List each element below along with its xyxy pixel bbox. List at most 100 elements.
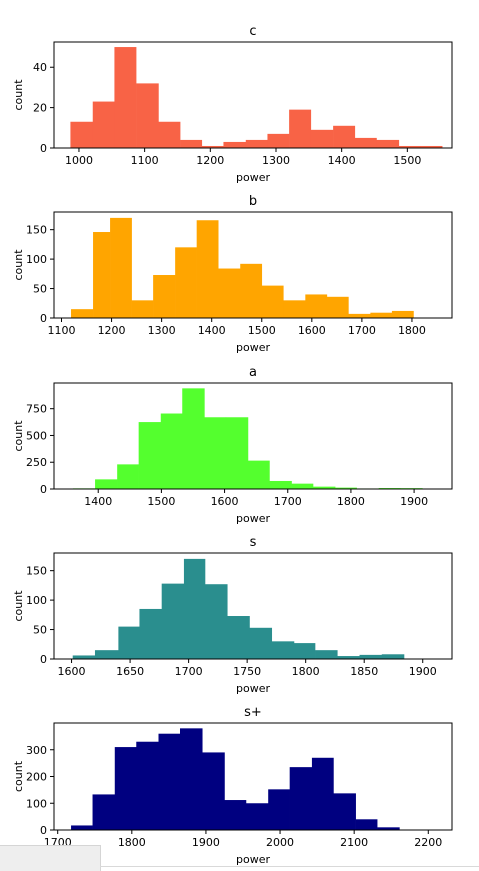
x-tick-label: 1300 bbox=[262, 154, 290, 167]
axes-frame bbox=[53, 552, 453, 660]
histogram-bar bbox=[71, 825, 93, 830]
axes-frame bbox=[53, 211, 453, 319]
histogram-bar bbox=[117, 464, 139, 489]
histogram-bar bbox=[283, 300, 306, 318]
axes-frame bbox=[53, 382, 453, 490]
histogram-bar bbox=[326, 296, 349, 318]
axes-frame bbox=[53, 41, 453, 149]
y-tick-label: 20 bbox=[33, 102, 47, 115]
y-axis-label: count bbox=[12, 79, 25, 111]
histogram-bar bbox=[348, 313, 371, 318]
x-tick-label: 1200 bbox=[196, 154, 224, 167]
y-tick-label: 0 bbox=[40, 142, 47, 155]
histogram-bar bbox=[269, 480, 292, 489]
histogram-bar bbox=[355, 819, 378, 830]
histogram-bar bbox=[72, 655, 96, 659]
histogram-bar bbox=[218, 268, 241, 318]
x-tick-label: 1700 bbox=[274, 495, 302, 508]
chart-title: b bbox=[249, 194, 257, 209]
histogram-bar bbox=[139, 608, 162, 659]
histogram-bar bbox=[359, 654, 383, 659]
chart-title: s bbox=[250, 535, 257, 550]
histogram-bar bbox=[205, 584, 228, 659]
x-tick-label: 1400 bbox=[84, 495, 112, 508]
histogram-bar bbox=[289, 109, 312, 148]
histogram-bar bbox=[153, 275, 176, 318]
x-tick-label: 1600 bbox=[58, 665, 86, 678]
histogram-bar bbox=[337, 656, 360, 659]
y-tick-label: 250 bbox=[26, 456, 47, 469]
histogram-bar bbox=[70, 121, 94, 148]
histogram-bar bbox=[315, 650, 338, 659]
histogram-bar bbox=[183, 558, 206, 659]
y-tick-label: 50 bbox=[33, 283, 47, 296]
x-tick-label: 1300 bbox=[148, 324, 176, 337]
x-tick-label: 1800 bbox=[337, 495, 365, 508]
histogram-bar bbox=[225, 417, 249, 489]
histogram-bar bbox=[93, 232, 111, 318]
chart-panel-a: a 1400 1500 1600 1700 1800 1900 0 250 500 750 power… bbox=[12, 365, 453, 525]
histogram-bar bbox=[158, 733, 181, 830]
histogram-bar bbox=[333, 793, 356, 830]
histogram-bar bbox=[202, 752, 225, 830]
histogram-bar bbox=[227, 616, 250, 659]
x-tick-label: 1600 bbox=[298, 324, 326, 337]
y-tick-label: 50 bbox=[33, 624, 47, 637]
histogram-bar bbox=[180, 139, 203, 148]
x-axis-label: power bbox=[236, 512, 270, 525]
histogram-bar bbox=[370, 312, 393, 318]
x-tick-label: 1700 bbox=[348, 324, 376, 337]
chart-title: c bbox=[249, 24, 256, 39]
chart-panel-c: c 1000 1100 1200 1300 1400 1500 0 20 40 power count bbox=[12, 24, 453, 184]
chart-panel-b: b 1100 1200 1300 1400 1500 1600 1700 1800 0 50 100 1… bbox=[12, 194, 453, 354]
x-tick-label: 2000 bbox=[266, 836, 294, 849]
histogram-bar bbox=[267, 133, 290, 148]
x-tick-label: 1400 bbox=[198, 324, 226, 337]
y-tick-label: 150 bbox=[26, 224, 47, 237]
histogram-bar bbox=[131, 300, 154, 318]
x-tick-label: 1200 bbox=[98, 324, 126, 337]
histogram-bar bbox=[333, 125, 356, 148]
y-tick-label: 0 bbox=[40, 653, 47, 666]
histogram-bar bbox=[94, 650, 119, 659]
y-tick-label: 40 bbox=[33, 61, 47, 74]
x-tick-label: 1400 bbox=[328, 154, 356, 167]
x-tick-label: 1100 bbox=[48, 324, 76, 337]
x-tick-label: 1100 bbox=[131, 154, 159, 167]
x-tick-label: 1900 bbox=[400, 495, 428, 508]
bottom-divider bbox=[100, 866, 479, 867]
y-tick-label: 0 bbox=[40, 312, 47, 325]
y-tick-label: 0 bbox=[40, 824, 47, 837]
histogram-bar bbox=[92, 101, 115, 148]
histogram-bar bbox=[161, 583, 185, 659]
y-tick-label: 100 bbox=[26, 797, 47, 810]
histogram-bar bbox=[160, 413, 183, 489]
histogram-bar bbox=[136, 83, 159, 148]
x-tick-label: 1750 bbox=[233, 665, 261, 678]
histogram-bar bbox=[245, 803, 269, 830]
x-tick-label: 1900 bbox=[192, 836, 220, 849]
y-tick-label: 0 bbox=[40, 483, 47, 496]
histogram-bar bbox=[95, 479, 118, 489]
histogram-bar bbox=[158, 121, 181, 148]
histogram-bar bbox=[114, 47, 137, 148]
y-tick-label: 200 bbox=[26, 771, 47, 784]
x-tick-label: 1650 bbox=[116, 665, 144, 678]
histogram-bar bbox=[224, 800, 247, 830]
x-tick-label: 1850 bbox=[350, 665, 378, 678]
x-tick-label: 1500 bbox=[147, 495, 175, 508]
histogram-bar bbox=[381, 654, 405, 659]
y-axis-label: count bbox=[12, 420, 25, 452]
y-tick-label: 100 bbox=[26, 253, 47, 266]
histogram-bar bbox=[335, 487, 357, 489]
x-tick-label: 1600 bbox=[211, 495, 239, 508]
histogram-bar bbox=[138, 422, 162, 489]
histogram-bar bbox=[245, 139, 268, 148]
histogram-bar bbox=[305, 294, 328, 318]
y-axis-label: count bbox=[12, 249, 25, 281]
histogram-bar bbox=[354, 137, 377, 148]
histogram-bar bbox=[201, 145, 224, 148]
histogram-bar bbox=[376, 139, 400, 148]
histogram-bar bbox=[196, 220, 219, 318]
histogram-bar bbox=[223, 141, 247, 148]
